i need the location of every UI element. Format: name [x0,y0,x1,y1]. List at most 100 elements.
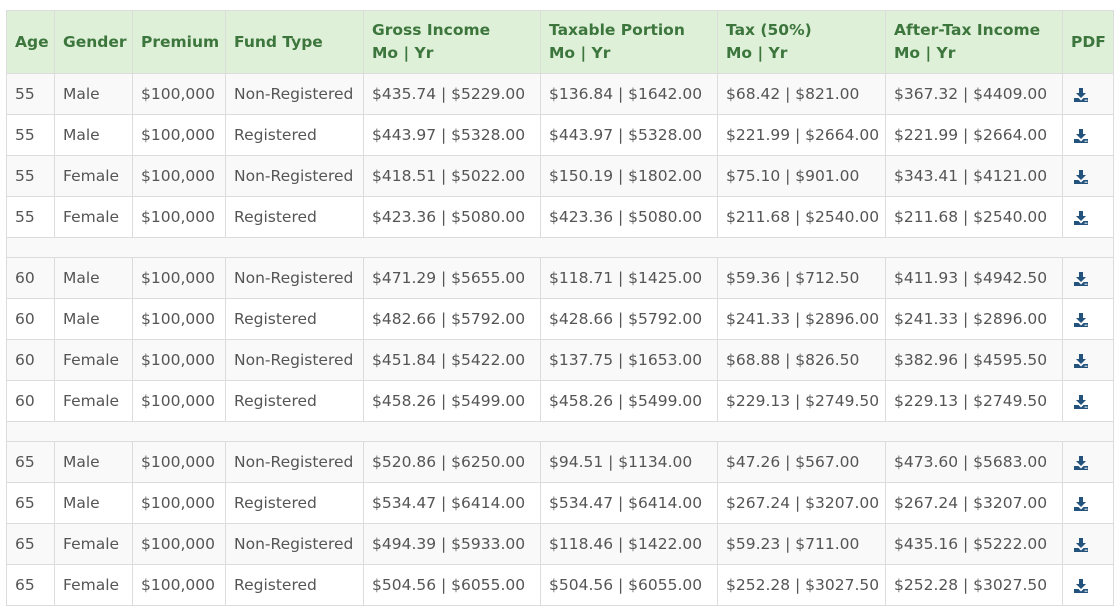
cell-gender: Female [54,155,133,197]
cell-age: 65 [6,523,55,565]
header-gross-income-period: Mo | Yr [372,44,434,62]
header-gross-income[interactable]: Gross Income Mo | Yr [363,10,541,74]
table-row: 55 Male $100,000 Non-Registered $435.74 | $5… [6,73,1114,115]
cell-age: 55 [6,114,55,156]
group-spacer-cell [6,421,1114,442]
cell-after-tax-income: $221.99 | $2664.00 [885,114,1063,156]
cell-taxable-portion: $443.97 | $5328.00 [540,114,718,156]
pdf-download-link[interactable] [1073,312,1089,328]
cell-after-tax-income: $343.41 | $4121.00 [885,155,1063,197]
pdf-download-link[interactable] [1073,87,1089,103]
cell-tax: $252.28 | $3027.50 [717,564,886,606]
cell-premium: $100,000 [132,482,226,524]
cell-gender: Male [54,257,133,299]
header-after-tax-income-label: After-Tax Income [894,21,1041,39]
cell-after-tax-income: $241.33 | $2896.00 [885,298,1063,340]
cell-gender: Male [54,114,133,156]
cell-pdf [1062,564,1114,606]
cell-pdf [1062,482,1114,524]
cell-tax: $59.23 | $711.00 [717,523,886,565]
cell-fund-type: Non-Registered [225,523,364,565]
cell-fund-type: Registered [225,298,364,340]
cell-fund-type: Registered [225,380,364,422]
cell-taxable-portion: $504.56 | $6055.00 [540,564,718,606]
download-icon [1074,169,1088,184]
header-tax-label: Tax (50%) [726,21,812,39]
cell-tax: $267.24 | $3207.00 [717,482,886,524]
pdf-download-link[interactable] [1073,271,1089,287]
table-row: 65 Male $100,000 Registered $534.47 | $6414.… [6,482,1114,524]
cell-fund-type: Registered [225,564,364,606]
cell-fund-type: Non-Registered [225,155,364,197]
cell-fund-type: Registered [225,482,364,524]
cell-pdf [1062,339,1114,381]
table-row: 65 Male $100,000 Non-Registered $520.86 | $6… [6,441,1114,483]
cell-after-tax-income: $211.68 | $2540.00 [885,196,1063,238]
header-pdf: PDF [1062,10,1114,74]
pdf-download-link[interactable] [1073,537,1089,553]
header-taxable-portion[interactable]: Taxable Portion Mo | Yr [540,10,718,74]
pdf-download-link[interactable] [1073,455,1089,471]
cell-fund-type: Non-Registered [225,339,364,381]
cell-tax: $229.13 | $2749.50 [717,380,886,422]
pdf-download-link[interactable] [1073,169,1089,185]
cell-gross-income: $418.51 | $5022.00 [363,155,541,197]
cell-fund-type: Registered [225,196,364,238]
header-after-tax-income[interactable]: After-Tax Income Mo | Yr [885,10,1063,74]
cell-age: 65 [6,441,55,483]
header-gender[interactable]: Gender [54,10,133,74]
header-fund-type[interactable]: Fund Type [225,10,364,74]
cell-age: 60 [6,339,55,381]
header-premium[interactable]: Premium [132,10,226,74]
cell-premium: $100,000 [132,196,226,238]
cell-taxable-portion: $150.19 | $1802.00 [540,155,718,197]
pdf-download-link[interactable] [1073,578,1089,594]
cell-pdf [1062,441,1114,483]
pdf-download-link[interactable] [1073,210,1089,226]
cell-age: 65 [6,482,55,524]
pdf-download-link[interactable] [1073,496,1089,512]
cell-after-tax-income: $435.16 | $5222.00 [885,523,1063,565]
cell-premium: $100,000 [132,73,226,115]
cell-gross-income: $471.29 | $5655.00 [363,257,541,299]
cell-premium: $100,000 [132,564,226,606]
download-icon [1074,353,1088,368]
cell-taxable-portion: $118.46 | $1422.00 [540,523,718,565]
header-tax[interactable]: Tax (50%) Mo | Yr [717,10,886,74]
pdf-download-link[interactable] [1073,394,1089,410]
cell-after-tax-income: $229.13 | $2749.50 [885,380,1063,422]
cell-gender: Female [54,380,133,422]
cell-gross-income: $443.97 | $5328.00 [363,114,541,156]
cell-pdf [1062,380,1114,422]
pdf-download-link[interactable] [1073,128,1089,144]
download-icon [1074,394,1088,409]
cell-premium: $100,000 [132,380,226,422]
table-row: 60 Female $100,000 Registered $458.26 | $549… [6,380,1114,422]
cell-premium: $100,000 [132,155,226,197]
cell-premium: $100,000 [132,339,226,381]
table-row: 65 Female $100,000 Non-Registered $494.39 | … [6,523,1114,565]
cell-gross-income: $458.26 | $5499.00 [363,380,541,422]
cell-taxable-portion: $94.51 | $1134.00 [540,441,718,483]
cell-tax: $241.33 | $2896.00 [717,298,886,340]
cell-after-tax-income: $382.96 | $4595.50 [885,339,1063,381]
cell-after-tax-income: $267.24 | $3207.00 [885,482,1063,524]
cell-taxable-portion: $137.75 | $1653.00 [540,339,718,381]
cell-age: 65 [6,564,55,606]
cell-gender: Male [54,73,133,115]
cell-age: 55 [6,155,55,197]
cell-gross-income: $423.36 | $5080.00 [363,196,541,238]
cell-premium: $100,000 [132,441,226,483]
cell-age: 55 [6,196,55,238]
annuity-results-table: Age Gender Premium Fund Type Gross Incom… [6,10,1114,606]
cell-age: 55 [6,73,55,115]
cell-gender: Male [54,441,133,483]
cell-pdf [1062,73,1114,115]
cell-gender: Female [54,339,133,381]
cell-tax: $68.88 | $826.50 [717,339,886,381]
cell-after-tax-income: $473.60 | $5683.00 [885,441,1063,483]
download-icon [1074,578,1088,593]
pdf-download-link[interactable] [1073,353,1089,369]
header-age[interactable]: Age [6,10,55,74]
cell-tax: $75.10 | $901.00 [717,155,886,197]
